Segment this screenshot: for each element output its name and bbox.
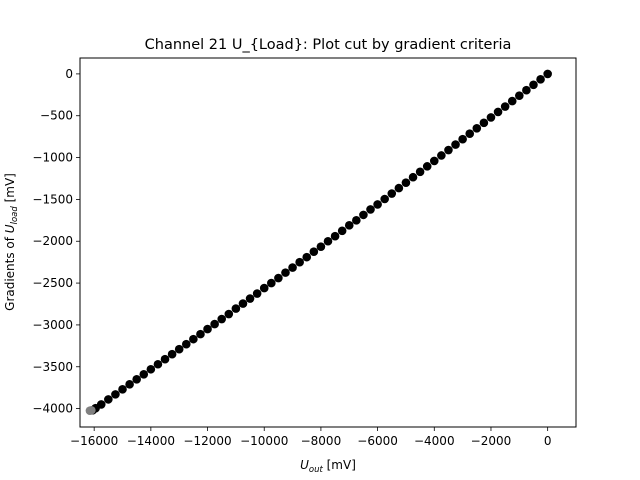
y-axis-label: Gradients of Uload [mV] xyxy=(3,173,20,311)
data-points xyxy=(85,69,552,415)
data-point xyxy=(507,96,517,106)
data-point xyxy=(373,200,382,209)
data-point xyxy=(167,349,177,359)
data-point xyxy=(344,221,354,230)
data-point xyxy=(522,85,531,95)
data-point xyxy=(458,134,467,144)
y-axis-label-unit: [mV] xyxy=(3,173,17,206)
data-point xyxy=(217,314,227,324)
x-axis-ticks: −16000 −14000 −12000 −10000 −8000 −6000 −4000 −… xyxy=(70,427,551,448)
data-point xyxy=(444,145,453,155)
x-axis-label-var: U xyxy=(300,458,309,472)
data-point xyxy=(401,178,411,187)
data-point xyxy=(465,129,475,139)
y-tick-label: −1500 xyxy=(32,192,73,206)
data-point xyxy=(274,273,283,283)
data-point xyxy=(203,324,212,334)
data-point xyxy=(352,216,361,225)
x-axis-label-unit: [mV] xyxy=(323,458,356,472)
x-axis-label-subscript: out xyxy=(309,465,324,475)
plot-frame xyxy=(79,57,577,428)
x-tick-label: −6000 xyxy=(357,434,398,448)
data-point xyxy=(231,304,241,313)
x-axis-label: Uout [mV] xyxy=(300,458,356,475)
data-point xyxy=(252,289,262,298)
data-point xyxy=(259,283,269,293)
y-tick-label: −3000 xyxy=(32,318,73,332)
data-point xyxy=(302,252,312,262)
x-tick-label: −2000 xyxy=(471,434,512,448)
y-tick-label: −500 xyxy=(40,109,73,123)
data-point xyxy=(366,205,375,214)
data-point xyxy=(111,390,120,399)
data-point xyxy=(132,375,141,384)
data-point xyxy=(415,167,425,177)
data-point xyxy=(238,299,248,308)
data-point xyxy=(529,80,538,90)
data-point xyxy=(118,385,127,394)
data-point xyxy=(288,263,297,272)
data-point xyxy=(515,91,524,100)
y-tick-label: −3500 xyxy=(32,360,73,374)
data-point xyxy=(380,194,389,204)
data-point xyxy=(224,309,234,319)
data-point xyxy=(295,257,304,267)
data-point xyxy=(104,395,113,404)
x-tick-label: 0 xyxy=(544,434,552,448)
y-axis-ticks: 0 −500 −1000 −1500 −2000 −2500 −3000 −3500 −4000 xyxy=(32,67,80,416)
data-point xyxy=(500,102,510,111)
data-point xyxy=(472,123,482,133)
data-point xyxy=(408,172,418,182)
data-point xyxy=(139,369,149,379)
data-point xyxy=(451,140,460,149)
chart-title: Channel 21 U_{Load}: Plot cut by gradien… xyxy=(145,37,512,53)
data-point xyxy=(146,364,156,374)
data-point xyxy=(323,236,333,246)
data-point xyxy=(536,75,545,84)
y-axis-label-subscript: load xyxy=(10,206,20,225)
y-axis-label-prefix: Gradients of xyxy=(3,233,17,311)
data-point xyxy=(281,268,290,277)
data-point xyxy=(493,107,503,117)
data-point xyxy=(153,359,163,369)
x-tick-label: −8000 xyxy=(301,434,342,448)
data-point xyxy=(486,113,496,122)
data-point xyxy=(189,334,198,344)
data-point xyxy=(543,69,552,79)
data-point xyxy=(429,156,439,166)
data-point xyxy=(210,319,219,329)
x-tick-label: −12000 xyxy=(183,434,231,448)
data-point xyxy=(125,380,134,389)
x-tick-label: −10000 xyxy=(240,434,288,448)
data-point xyxy=(181,339,191,349)
y-tick-label: 0 xyxy=(65,67,73,81)
data-point xyxy=(309,247,319,257)
y-axis-label-var: U xyxy=(3,224,17,233)
data-point xyxy=(387,189,397,198)
data-point xyxy=(422,162,432,171)
data-point xyxy=(267,278,276,288)
y-tick-label: −2000 xyxy=(32,234,73,248)
y-tick-label: −1000 xyxy=(32,151,73,165)
data-point xyxy=(316,242,326,251)
data-point xyxy=(359,210,368,220)
data-point xyxy=(87,405,96,415)
data-point xyxy=(174,344,184,354)
data-point xyxy=(196,329,205,339)
x-tick-label: −16000 xyxy=(70,434,118,448)
y-tick-label: −2500 xyxy=(32,276,73,290)
data-point xyxy=(330,231,340,241)
x-tick-label: −14000 xyxy=(127,434,175,448)
y-tick-label: −4000 xyxy=(32,402,73,416)
data-point xyxy=(245,294,255,303)
x-tick-label: −4000 xyxy=(414,434,455,448)
data-point xyxy=(394,183,404,193)
data-point xyxy=(337,226,347,236)
data-point xyxy=(437,151,446,160)
data-point xyxy=(479,118,489,128)
data-point xyxy=(160,354,170,364)
